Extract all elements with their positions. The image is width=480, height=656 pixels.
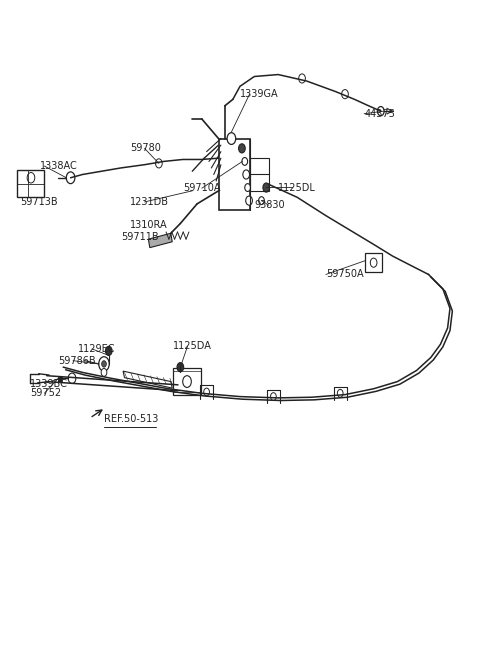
- Circle shape: [204, 388, 209, 396]
- Text: 59750A: 59750A: [326, 270, 363, 279]
- Circle shape: [101, 369, 107, 377]
- Circle shape: [342, 90, 348, 98]
- Circle shape: [337, 390, 343, 398]
- Text: 1231DB: 1231DB: [130, 197, 169, 207]
- Bar: [173, 369, 201, 395]
- Circle shape: [246, 196, 252, 205]
- Text: 1129EC: 1129EC: [78, 344, 115, 354]
- Circle shape: [183, 376, 192, 388]
- Text: 1339GA: 1339GA: [240, 89, 278, 99]
- Text: 59711B: 59711B: [120, 232, 158, 241]
- Circle shape: [156, 159, 162, 168]
- Circle shape: [27, 173, 35, 183]
- Text: 93830: 93830: [254, 200, 285, 210]
- Text: 44375: 44375: [364, 109, 395, 119]
- Circle shape: [245, 184, 251, 192]
- Text: 1125DL: 1125DL: [278, 182, 316, 193]
- Bar: [173, 371, 201, 392]
- Circle shape: [242, 157, 248, 165]
- Text: 59780: 59780: [130, 144, 161, 154]
- Bar: [365, 253, 382, 272]
- Circle shape: [177, 363, 184, 372]
- Circle shape: [377, 106, 384, 115]
- Bar: [218, 138, 250, 211]
- Polygon shape: [123, 371, 172, 388]
- Text: 1338AC: 1338AC: [39, 161, 77, 171]
- Circle shape: [102, 361, 107, 367]
- Circle shape: [271, 393, 276, 401]
- Text: 1339BC: 1339BC: [30, 379, 68, 388]
- Circle shape: [263, 183, 270, 192]
- Text: 1125DA: 1125DA: [173, 341, 212, 352]
- Circle shape: [66, 172, 75, 184]
- Text: 59713B: 59713B: [21, 197, 58, 207]
- Circle shape: [370, 258, 377, 267]
- Bar: [17, 170, 44, 197]
- Polygon shape: [148, 234, 172, 248]
- Text: 59710A: 59710A: [183, 183, 220, 194]
- Text: 1310RA: 1310RA: [130, 220, 168, 230]
- Circle shape: [259, 197, 264, 205]
- Bar: [250, 158, 269, 191]
- Circle shape: [227, 133, 236, 144]
- Text: 59752: 59752: [30, 388, 61, 398]
- Circle shape: [99, 357, 109, 371]
- Text: REF.50-513: REF.50-513: [104, 415, 158, 424]
- Circle shape: [68, 373, 76, 384]
- Circle shape: [239, 144, 245, 153]
- Circle shape: [299, 74, 305, 83]
- Circle shape: [106, 346, 112, 356]
- Text: 59786B: 59786B: [59, 356, 96, 365]
- Bar: [58, 376, 62, 382]
- Circle shape: [243, 170, 250, 179]
